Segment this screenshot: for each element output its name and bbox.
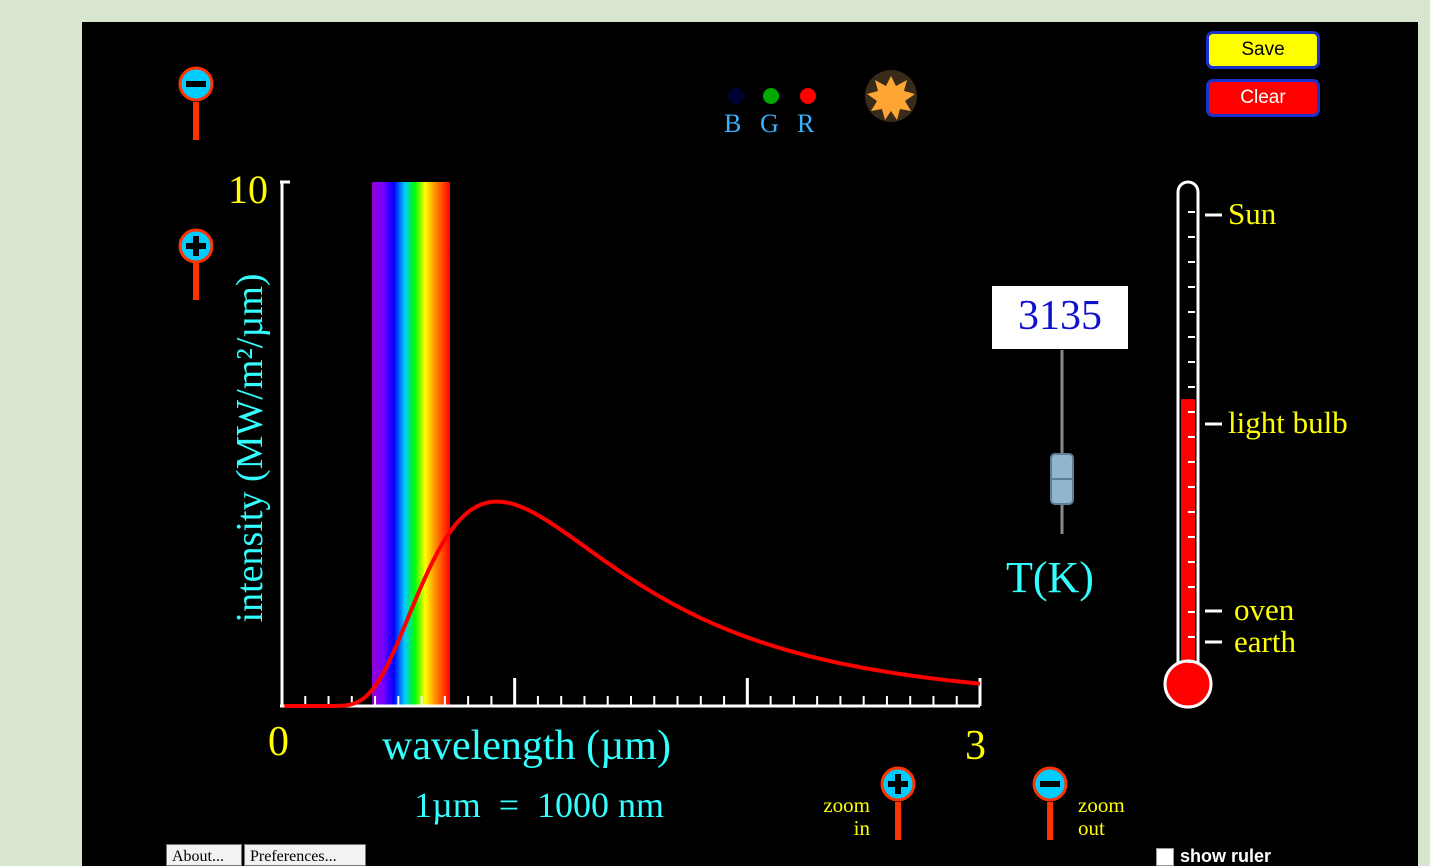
- temperature-slider[interactable]: [1050, 350, 1074, 534]
- red-dot-icon: [800, 88, 816, 104]
- show-ruler-checkbox[interactable]: [1156, 847, 1174, 866]
- zoom-in-label: zoom in: [823, 793, 870, 840]
- y-max-label: 10: [228, 167, 268, 212]
- g-label: G: [760, 109, 779, 138]
- axes: [280, 180, 982, 708]
- about-button[interactable]: About...: [166, 844, 242, 866]
- thermometer: [1163, 180, 1222, 709]
- green-dot-icon: [763, 88, 779, 104]
- save-button[interactable]: Save: [1206, 31, 1320, 69]
- temperature-box[interactable]: [992, 286, 1128, 349]
- graph-svg: [178, 66, 1222, 840]
- show-ruler-option[interactable]: show ruler: [1156, 846, 1271, 866]
- show-ruler-label: show ruler: [1180, 846, 1272, 866]
- star-color-icon: [865, 70, 917, 122]
- y-axis-label: intensity (MW/m²/µm): [229, 273, 271, 623]
- thermo-mark-sun: Sun: [1228, 196, 1277, 231]
- b-label: B: [724, 109, 742, 138]
- vertical-zoom-in-icon[interactable]: [178, 228, 214, 300]
- thermo-mark-earth: earth: [1234, 624, 1296, 659]
- thermo-mark-oven: oven: [1234, 592, 1295, 627]
- temperature-value[interactable]: 3135: [1018, 293, 1102, 339]
- zoom-out-label: zoom out: [1078, 793, 1125, 840]
- zoom-out-icon[interactable]: [1032, 766, 1068, 840]
- thermo-mark-light-bulb: light bulb: [1228, 405, 1348, 440]
- x-max-label: 3: [965, 723, 986, 769]
- simulation-canvas: Save Clear: [82, 22, 1418, 866]
- r-label: R: [797, 109, 815, 138]
- blackbody-curve: [284, 499, 981, 708]
- clear-button[interactable]: Clear: [1206, 79, 1320, 117]
- visible-spectrum-band: [372, 182, 450, 705]
- temperature-label: T(K): [1006, 553, 1094, 602]
- x-axis-label: wavelength (µm): [382, 723, 671, 769]
- vertical-zoom-out-icon[interactable]: [178, 66, 214, 140]
- blue-dot-icon: [728, 88, 744, 104]
- unit-note: 1µm = 1000 nm: [414, 785, 665, 825]
- preferences-button[interactable]: Preferences...: [244, 844, 366, 866]
- zoom-in-icon[interactable]: [880, 766, 916, 840]
- x-min-label: 0: [268, 719, 289, 765]
